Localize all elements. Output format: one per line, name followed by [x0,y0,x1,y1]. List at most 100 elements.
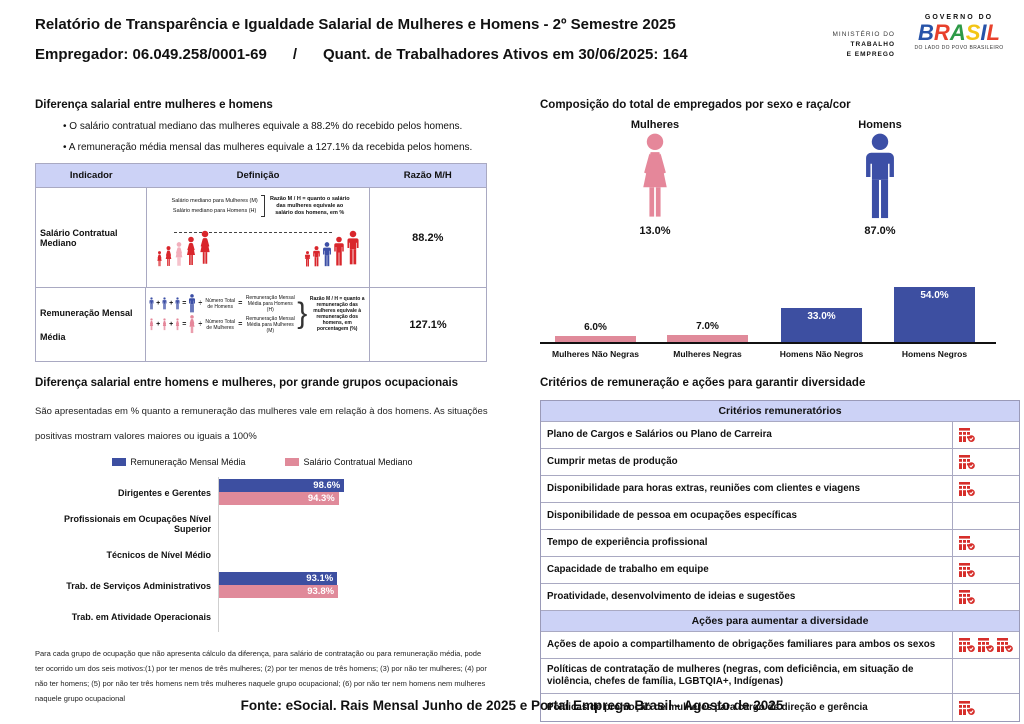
bullet-marker: • [63,142,67,153]
bracket-shape [260,195,265,217]
ministry-logo: MINISTÉRIO DO TRABALHO E EMPREGO [780,30,895,60]
woman-icon [162,318,167,331]
bar-group-mulheres-nao-negras: 6.0% [555,322,636,342]
category-label: Profissionais em Ocupações Nível Superio… [63,513,211,534]
women-mean-formula: + + = ÷ Número Total de Mulheres = Remun… [149,315,296,334]
bar-value-label: 6.0% [584,321,607,333]
woman-icon-highlight [174,242,184,267]
criteria-check-cell-empty [953,659,1018,693]
man-icon [312,246,321,267]
section-composition: Composição do total de empregados por se… [540,99,1020,365]
building-check-icon [959,482,975,496]
criteria-check-cell [953,557,1018,583]
women-divisor-label: Número Total de Mulheres [205,318,236,331]
bar-remuneracao: 93.1% [219,572,338,585]
category-label: Trab. de Serviços Administrativos [66,580,211,591]
bar-value-label: 33.0% [807,311,836,323]
legend-swatch-blue [112,458,127,466]
building-check-icon [959,536,975,550]
indicator-name: Remuneração Mensal Média [36,288,147,361]
brasil-logo-wordmark: BRASIL [918,20,1000,45]
ratio-mean: 127.1% [409,318,447,331]
bar-group-homens-negros: 54.0% [894,286,975,342]
indicator-table-header: Indicador Definição Razão M/H [36,164,486,188]
active-workers-count: Quant. de Trabalhadores Ativos em 30/06/… [322,46,688,63]
woman-icon [175,318,180,331]
criteria-check-cell [953,449,1018,475]
man-icon [162,297,167,310]
gov-logo-top-text: GOVERNO DO [924,14,994,21]
section-criteria: Critérios de remuneração e ações para ga… [540,377,1020,722]
table-row-median-salary: Salário Contratual Mediano Salário media… [36,188,486,288]
category-label: Homens Negros [901,349,968,359]
ministry-line2: TRABALHO [850,41,895,48]
brace-shape: } [297,297,308,330]
section-occupational: Diferença salarial entre homens e mulher… [35,377,490,706]
ratio-median: 88.2% [412,231,444,244]
category-label: Trab. em Atividade Operacionais [71,611,211,622]
building-check-icon [959,638,975,652]
bar-salario: 93.8% [219,585,339,598]
criteria-section-remuneratorios: Critérios remuneratórios [541,401,1019,422]
report-subtitle-row: Empregador: 06.049.258/0001-69 / Quant. … [35,46,688,63]
bar-mulheres-negras [667,334,748,342]
building-check-icon [997,638,1013,652]
woman-icon-large [188,315,196,334]
legend-swatch-pink [285,458,300,466]
col-indicador: Indicador [69,170,113,181]
bar-value-label: 54.0% [920,289,949,301]
building-check-icon [959,455,975,469]
pay-gap-bullets: • O salário contratual mediano das mulhe… [63,121,487,153]
legend-remuneracao-media: Remuneração Mensal Média [112,457,245,467]
man-icon [149,297,154,310]
men-pictogram-group [304,229,360,267]
criteria-check-cell [953,530,1018,556]
employer-id: Empregador: 06.049.258/0001-69 [35,46,267,63]
table-row-mean-remuneration: Remuneração Mensal Média + + = [36,288,486,361]
women-percentage: 13.0% [639,225,671,237]
man-icon-large [188,294,196,313]
chart-row-servicos-administrativos: Trab. de Serviços Administrativos 93.1% … [35,570,490,601]
col-razao-mh: Razão M/H [403,170,452,181]
subtitle-separator: / [292,46,297,63]
composition-title: Composição do total de empregados por se… [540,99,851,111]
median-women-label: Salário mediano para Mulheres (M) [171,198,258,204]
women-result-label: Remuneração Mensal Média para Mulheres (… [245,315,295,334]
woman-icon [198,229,212,267]
chart-row-atividade-operacionais: Trab. em Atividade Operacionais [35,601,490,632]
building-check-icon [959,428,975,442]
category-label: Mulheres Negras [673,349,742,359]
men-result-label: Remuneração Mensal Média para Homens (H) [245,294,295,313]
woman-pictogram-large [634,133,676,221]
criteria-row: Ações de apoio a compartilhamento de obr… [541,632,1019,659]
men-divisor-label: Número Total de Homens [205,297,236,310]
people-pictogram-row [150,221,366,269]
report-title: Relatório de Transparência e Igualdade S… [35,16,676,33]
building-check-icon [959,590,975,604]
definition-diagram-median: Salário mediano para Mulheres (M) Salári… [147,188,370,287]
occupational-footnote: Para cada grupo de ocupação que não apre… [35,649,487,703]
woman-icon [185,236,197,267]
building-check-icon [978,638,994,652]
bullet-mean-remuneration: • A remuneração média mensal das mulhere… [63,142,473,153]
criteria-row: Plano de Cargos e Salários ou Plano de C… [541,422,1019,449]
occupational-subtitle: São apresentadas em % quanto a remuneraç… [35,406,488,442]
criteria-row: Tempo de experiência profissional [541,530,1019,557]
criteria-check-cell [953,584,1018,610]
criteria-check-cell [953,632,1018,658]
men-group-label: Homens [858,119,902,131]
criteria-row: Políticas de promoção de mulheres para c… [541,694,1019,721]
category-label: Mulheres Não Negras [552,349,639,359]
men-mean-formula: + + = ÷ Número Total de Homens = Remuner… [149,294,296,313]
bar-remuneracao: 98.6% [219,479,345,492]
indicator-table: Indicador Definição Razão M/H Salário Co… [35,163,487,362]
median-ratio-note: Razão M / H = quanto o salário das mulhe… [269,195,350,216]
men-percentage: 87.0% [864,225,896,237]
gov-logo-tagline: DO LADO DO POVO BRASILEIRO [914,45,1004,51]
criteria-section-diversidade: Ações para aumentar a diversidade [541,611,1019,632]
occupational-title: Diferença salarial entre homens e mulher… [35,377,459,389]
man-icon [304,251,311,267]
woman-icon [156,251,163,267]
pay-gap-title: Diferença salarial entre mulheres e home… [35,99,273,111]
